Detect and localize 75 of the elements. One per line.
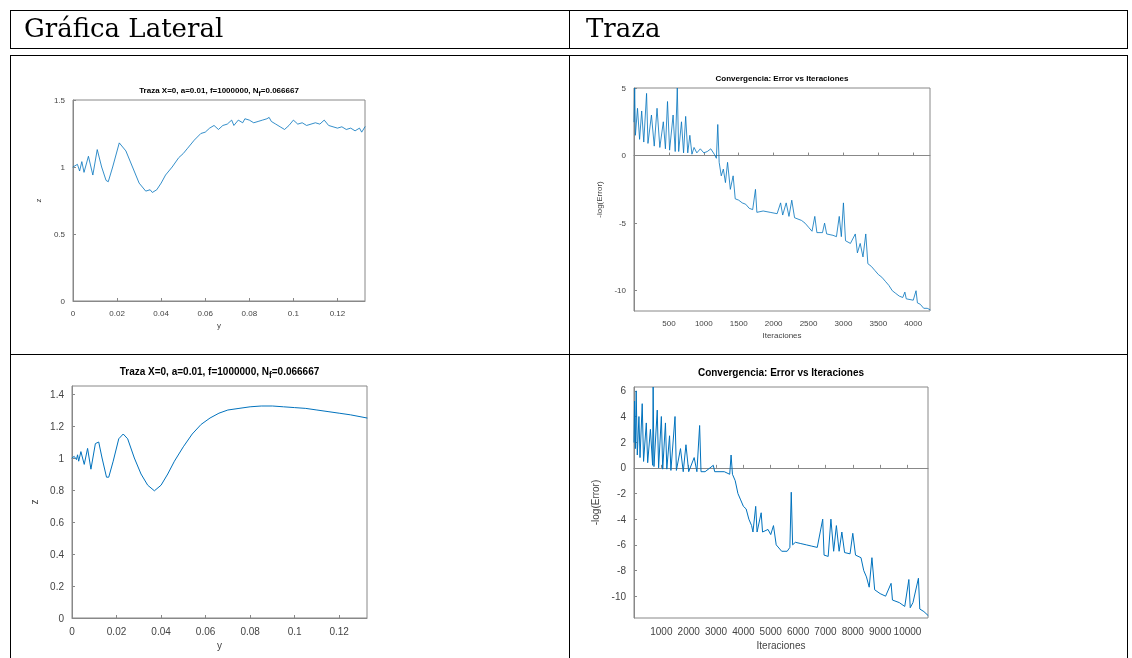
line-series <box>633 87 931 311</box>
y-tick-label: 1 <box>58 452 65 464</box>
y-tick-label: -10 <box>611 590 627 602</box>
x-tick-label: 4000 <box>904 318 923 328</box>
x-tick-label: 0.08 <box>241 308 258 318</box>
x-tick-label: 0.06 <box>195 625 216 637</box>
x-tick-label: 10000 <box>893 625 922 637</box>
y-tick-label: 0.8 <box>50 484 65 496</box>
x-tick-label: 2000 <box>764 318 784 328</box>
y-tick-label: -2 <box>617 488 627 500</box>
x-tick-label: 1500 <box>729 318 749 328</box>
y-axis-title: -log(Error) <box>595 180 605 218</box>
x-tick-label: 3000 <box>704 625 728 637</box>
x-tick-label: 3000 <box>834 318 853 328</box>
chart-title: Convergencia: Error vs Iteraciones <box>715 74 849 84</box>
x-axis-title: y <box>217 640 222 652</box>
x-axis-title: y <box>217 321 221 331</box>
y-tick-label: 1.2 <box>50 420 65 432</box>
line-series <box>72 117 366 193</box>
x-tick-label: 1000 <box>694 318 714 328</box>
y-tick-label: 0.4 <box>50 548 65 560</box>
chart-title: Traza X=0, a=0.01, f=1000000, N$_{f}$=0.066667 <box>119 366 320 380</box>
x-tick-label: 5000 <box>759 625 783 637</box>
y-tick-label: 0 <box>620 462 627 474</box>
x-tick-label: 6000 <box>786 625 810 637</box>
chart-title: Traza X=0, a=0.01, f=1000000, N$_{f}$=0.066667 <box>139 86 299 98</box>
x-tick-label: 0.06 <box>197 308 214 318</box>
y-tick-label: 1.5 <box>53 95 66 105</box>
line-series <box>633 386 929 616</box>
y-tick-label: 0.2 <box>50 580 65 592</box>
y-tick-label: 1 <box>60 162 66 172</box>
y-tick-label: 4 <box>620 411 627 423</box>
y-tick-label: -5 <box>618 218 627 228</box>
y-axis-title: -log(Error) <box>590 479 602 526</box>
x-tick-label: 0.1 <box>287 308 300 318</box>
y-tick-label: -10 <box>614 286 627 296</box>
x-tick-label: 2500 <box>799 318 818 328</box>
y-axis-title: z <box>28 499 40 505</box>
y-tick-label: 5 <box>621 83 627 93</box>
y-tick-label: -6 <box>617 539 627 551</box>
y-tick-label: 1.4 <box>50 388 65 400</box>
x-tick-label: 0.04 <box>151 625 172 637</box>
y-tick-label: -8 <box>617 565 627 577</box>
x-tick-label: 8000 <box>841 625 865 637</box>
x-tick-label: 0.12 <box>329 308 346 318</box>
x-axis-title: Iteraciones <box>756 640 806 652</box>
x-tick-label: 500 <box>662 318 677 328</box>
x-tick-label: 0.12 <box>329 625 350 637</box>
line-series <box>71 405 368 492</box>
x-tick-label: 0.02 <box>109 308 126 318</box>
x-tick-label: 0.1 <box>287 625 303 637</box>
y-tick-label: 0.6 <box>50 516 65 528</box>
x-tick-label: 0.02 <box>106 625 127 637</box>
text: Traza <box>586 13 661 43</box>
text: Gráfica Lateral <box>24 13 224 43</box>
x-tick-label: 3500 <box>869 318 888 328</box>
x-tick-label: 0 <box>69 625 76 637</box>
y-tick-label: 6 <box>620 385 627 397</box>
x-tick-label: 0 <box>70 308 76 318</box>
chart-title: Convergencia: Error vs Iteraciones <box>697 367 865 379</box>
y-tick-label: 0 <box>621 151 627 161</box>
x-tick-label: 4000 <box>732 625 755 637</box>
x-tick-label: 7000 <box>814 625 837 637</box>
y-tick-label: -4 <box>617 513 627 525</box>
x-tick-label: 2000 <box>677 625 701 637</box>
x-tick-label: 1000 <box>650 625 673 637</box>
y-tick-label: 0 <box>58 612 65 624</box>
y-tick-label: 0.5 <box>53 229 66 239</box>
y-tick-label: 0 <box>60 296 66 306</box>
x-axis-title: Iteraciones <box>762 331 802 341</box>
y-tick-label: 2 <box>620 436 627 448</box>
y-axis-title: z <box>34 198 44 203</box>
x-tick-label: 0.08 <box>240 625 261 637</box>
x-tick-label: 9000 <box>869 625 892 637</box>
x-tick-label: 0.04 <box>153 308 170 318</box>
